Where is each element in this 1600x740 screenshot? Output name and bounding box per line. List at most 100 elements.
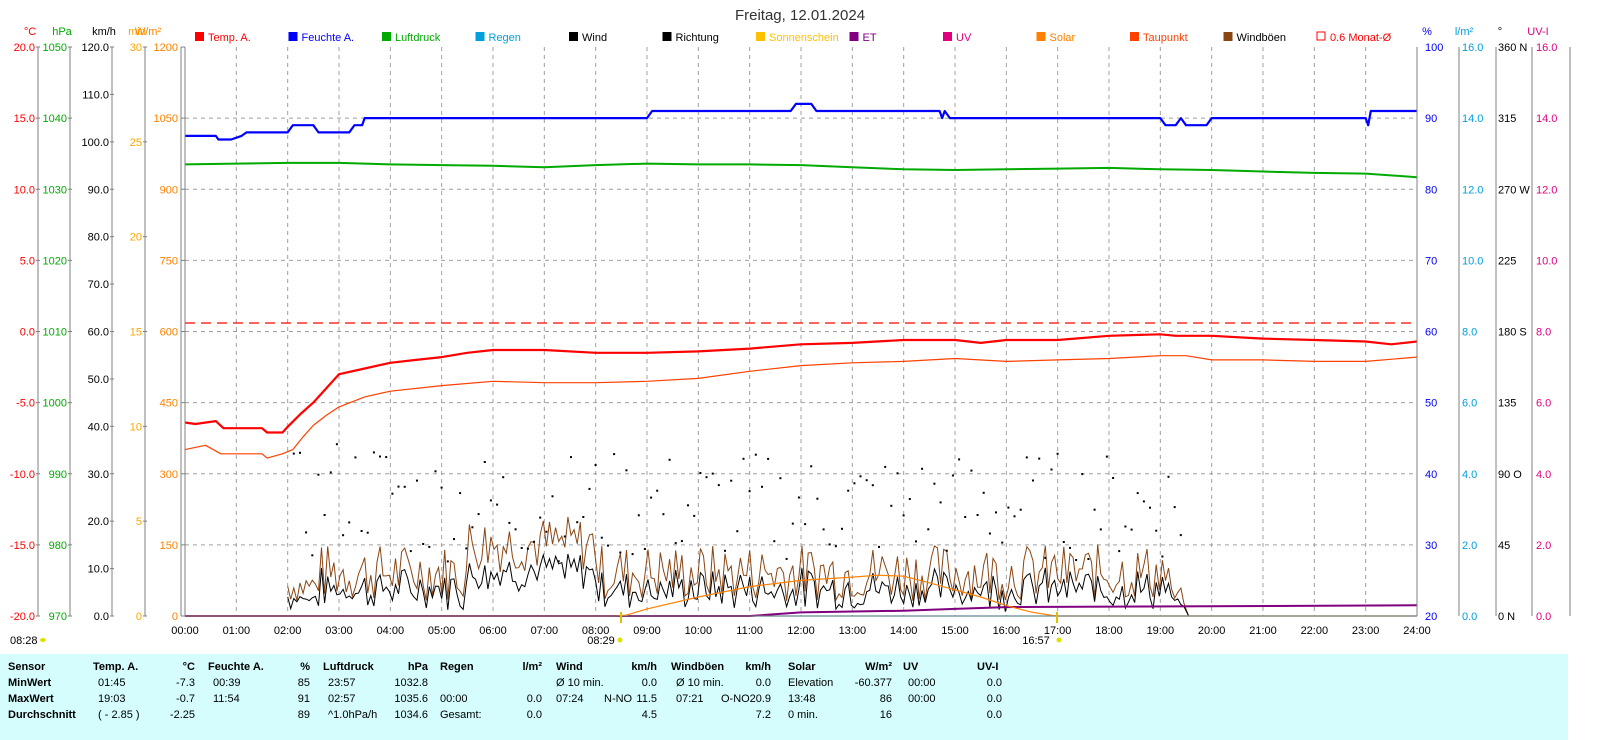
legend-label: Wind	[582, 32, 607, 44]
axis-tick-label: 60.0	[88, 327, 109, 339]
legend-swatch	[756, 32, 765, 41]
direction-point	[477, 513, 480, 516]
axis-tick-label: 4.0	[1462, 469, 1477, 481]
axis-tick-label: 0	[136, 611, 142, 623]
axis-tick-label: 20.0	[14, 42, 35, 54]
x-axis: 00:00 01:00 02:00 03:00 04:00 05:00 06:00 07:00…	[171, 625, 1431, 637]
stats-header: Feuchte A.	[208, 661, 264, 673]
axis-tick-label: 80	[1425, 184, 1437, 196]
axis-tick-label: 20	[1425, 611, 1437, 623]
direction-point	[1167, 475, 1170, 478]
direction-point	[767, 457, 770, 460]
direction-point	[533, 540, 535, 543]
direction-point	[428, 545, 431, 548]
direction-point	[360, 530, 363, 532]
direction-point	[761, 485, 763, 488]
chart-grid	[185, 47, 1417, 616]
sunrise-label: 08:29	[587, 635, 615, 647]
direction-point	[459, 492, 462, 495]
axis-tick-label: 10.0	[14, 184, 35, 196]
direction-point	[335, 443, 338, 446]
stats-cell: Ø 10 min.	[676, 677, 724, 689]
legend-label: Feuchte A.	[302, 32, 355, 44]
direction-point	[921, 467, 924, 470]
direction-point	[637, 514, 640, 517]
axis-°: ° 360 N 315 270 W 225 180 S 135 90 O 45 0 N	[1498, 26, 1533, 623]
stats-cell: 11:54	[213, 693, 240, 705]
statistics-table: Sensor Temp. A. °C Feuchte A.% Luftdruck hPa R…	[0, 654, 1568, 740]
axis-tick-label: 100	[1425, 42, 1443, 54]
sun-icon	[617, 637, 623, 643]
direction-point	[576, 521, 579, 524]
direction-point	[545, 530, 548, 533]
direction-point	[1038, 457, 1041, 460]
sunset-label: 16:57	[1022, 635, 1050, 647]
direction-point	[348, 521, 351, 524]
direction-point	[878, 545, 880, 548]
stats-cell: N-NO	[604, 693, 633, 705]
direction-point	[1130, 528, 1133, 531]
stats-cell: 07:24	[556, 693, 584, 705]
direction-point	[797, 496, 800, 499]
stats-cell: 02:57	[328, 693, 356, 705]
stats-cell: 00:00	[440, 693, 468, 705]
axis-unit-label: %	[1422, 26, 1432, 38]
legend-label: Windböen	[1237, 32, 1287, 44]
direction-point	[397, 485, 400, 488]
series-temp-a-	[184, 333, 1418, 434]
stats-row-label: MinWert	[8, 677, 52, 689]
axis-tick-label: 70.0	[88, 279, 109, 291]
left-axes: °C 20.0 15.0 10.0 5.0 0.0 -5.0 -10.0 -15.0 -20.0 h…	[10, 26, 185, 623]
axis-unit-label: UV-I	[1527, 26, 1548, 38]
axis-unit-label: min	[128, 26, 146, 38]
direction-point	[939, 501, 942, 504]
axis-tick-label: 360 N	[1498, 42, 1527, 54]
stats-cell: 23:57	[328, 677, 356, 689]
direction-point	[440, 486, 443, 489]
direction-point	[810, 465, 813, 468]
direction-point	[699, 472, 702, 474]
direction-point	[557, 560, 560, 563]
stats-cell: 7.2	[755, 709, 771, 721]
axis-tick-label: 16.0	[1462, 42, 1483, 54]
axis-tick-label: 8.0	[1536, 327, 1551, 339]
axis-tick-label: 1030	[43, 184, 67, 196]
axis-tick-label: -20.0	[10, 611, 35, 623]
direction-point	[976, 514, 979, 516]
direction-point	[514, 528, 517, 531]
stats-header-unit: km/h	[745, 661, 771, 673]
axis-unit-label: °C	[24, 26, 36, 38]
stats-cell: 0.0	[986, 677, 1002, 689]
direction-point	[1044, 556, 1047, 559]
axis-%: % 100 90 80 70 60 50 40 30 20	[1422, 26, 1460, 623]
x-tick-label: 06:00	[479, 625, 507, 637]
direction-point	[982, 491, 985, 494]
x-tick-label: 17:00	[1044, 625, 1072, 637]
direction-point	[643, 548, 646, 550]
direction-point	[489, 499, 492, 502]
legend-swatch	[1316, 31, 1326, 41]
axis-tick-label: 20	[130, 232, 142, 244]
series-feuchte-a-	[185, 102, 1417, 141]
direction-point	[582, 516, 585, 518]
stats-cell: ( - 2.85 )	[98, 709, 140, 721]
axis-tick-label: 14.0	[1462, 113, 1483, 125]
right-axes: % 100 90 80 70 60 50 40 30 20 l/m² 16.0 14.0 12.0 10.0…	[1422, 26, 1571, 623]
x-tick-label: 24:00	[1403, 625, 1431, 637]
direction-point	[539, 516, 542, 519]
axis-tick-label: 14.0	[1536, 113, 1557, 125]
stats-cell: 0.0	[986, 693, 1002, 705]
axis-tick-label: 1010	[43, 327, 67, 339]
direction-point	[1007, 506, 1010, 509]
axis-tick-label: 135	[1498, 398, 1516, 410]
stats-cell: 89	[297, 709, 310, 721]
axis-tick-label: 1020	[43, 255, 67, 267]
legend-label: Richtung	[676, 32, 719, 44]
direction-point	[816, 497, 819, 500]
direction-point	[650, 496, 653, 499]
legend-label: 0.6 Monat-Ø	[1330, 32, 1392, 44]
stats-cell: 0.0	[526, 709, 542, 721]
direction-point	[865, 479, 868, 482]
stats-header-unit: °C	[182, 661, 195, 673]
direction-point	[680, 540, 683, 543]
